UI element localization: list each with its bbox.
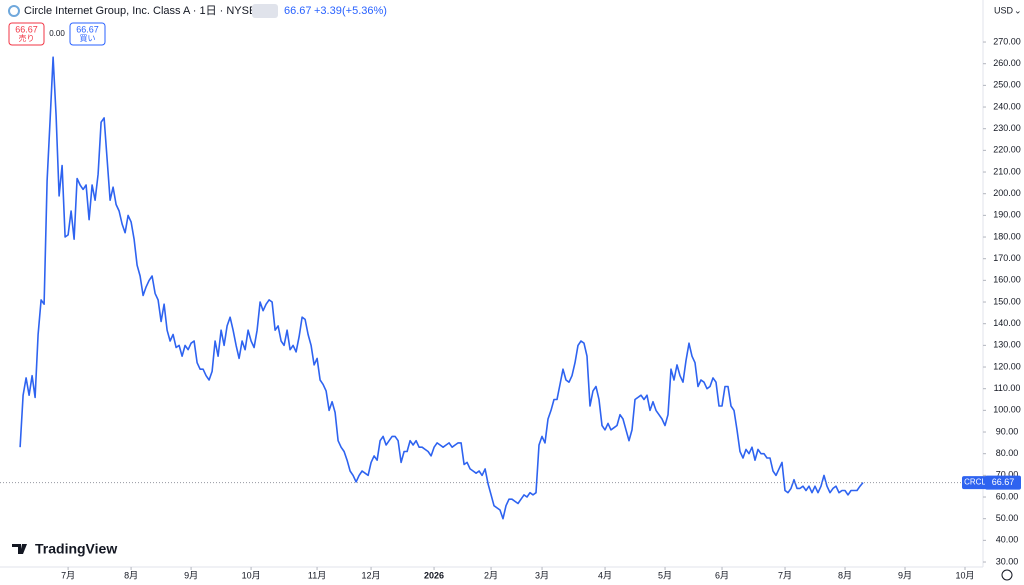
price-change: +3.39 bbox=[314, 5, 342, 17]
currency-arrow: ⌄ bbox=[1014, 5, 1022, 15]
y-tick-label: 40.00 bbox=[996, 535, 1019, 545]
y-tick-label: 120.00 bbox=[993, 361, 1021, 371]
buy-button[interactable] bbox=[69, 22, 106, 46]
sell-price[interactable]: 66.67 bbox=[15, 24, 38, 34]
x-tick-label: 8月 bbox=[124, 570, 138, 580]
x-tick-label: 12月 bbox=[362, 570, 381, 580]
y-tick-label: 110.00 bbox=[994, 383, 1021, 393]
y-tick-label: 240.00 bbox=[993, 101, 1021, 111]
x-tick-label: 9月 bbox=[184, 570, 198, 580]
y-tick-label: 250.00 bbox=[993, 80, 1021, 90]
y-tick-label: 160.00 bbox=[993, 275, 1021, 285]
y-tick-label: 200.00 bbox=[993, 188, 1021, 198]
symbol-title[interactable]: Circle Internet Group, Inc. Class A · 1日… bbox=[24, 5, 256, 17]
y-tick-label: 260.00 bbox=[993, 58, 1021, 68]
brand: TradingView bbox=[35, 541, 117, 557]
y-tick-label: 210.00 bbox=[993, 166, 1021, 176]
price-tag-label: 66.67 bbox=[992, 477, 1015, 487]
sell-label[interactable]: 売り bbox=[19, 33, 35, 43]
symbol-icon bbox=[8, 5, 20, 17]
y-tick-label: 220.00 bbox=[993, 145, 1021, 155]
settings-icon[interactable] bbox=[1001, 569, 1013, 581]
last-price: 66.67 bbox=[284, 5, 312, 17]
buy-price[interactable]: 66.67 bbox=[76, 24, 99, 34]
x-tick-label: 2月 bbox=[484, 570, 498, 580]
x-tick-label: 5月 bbox=[658, 570, 672, 580]
spread: 0.00 bbox=[49, 29, 65, 38]
symbol-tag-label: CRCL bbox=[964, 478, 986, 487]
y-tick-label: 180.00 bbox=[993, 231, 1021, 241]
y-tick-label: 270.00 bbox=[993, 36, 1021, 46]
sell-button[interactable] bbox=[8, 22, 45, 46]
y-tick-label: 50.00 bbox=[996, 513, 1019, 523]
x-tick-label: 8月 bbox=[838, 570, 852, 580]
y-tick-label: 30.00 bbox=[996, 556, 1019, 566]
y-tick-label: 70.00 bbox=[996, 470, 1019, 480]
x-tick-label: 11月 bbox=[308, 570, 326, 580]
x-tick-label: 9月 bbox=[898, 570, 912, 580]
brand-logo bbox=[12, 544, 27, 554]
y-tick-label: 190.00 bbox=[993, 210, 1021, 220]
buy-label[interactable]: 買い bbox=[80, 34, 96, 43]
y-tick-label: 60.00 bbox=[996, 491, 1019, 501]
y-tick-label: 100.00 bbox=[993, 405, 1021, 415]
price-change-pct: (+5.36%) bbox=[342, 5, 387, 17]
x-tick-label: 7月 bbox=[778, 570, 792, 580]
price-line bbox=[19, 56, 864, 520]
status-badge[interactable] bbox=[252, 4, 278, 18]
y-tick-label: 230.00 bbox=[993, 123, 1021, 133]
x-tick-label: 10月 bbox=[242, 570, 261, 580]
y-tick-label: 170.00 bbox=[993, 253, 1021, 263]
price-tag bbox=[985, 475, 1021, 490]
y-tick-label: 150.00 bbox=[993, 296, 1021, 306]
y-tick-label: 80.00 bbox=[996, 448, 1019, 458]
x-tick-label: 3月 bbox=[535, 570, 549, 580]
y-tick-label: 130.00 bbox=[993, 340, 1021, 350]
y-tick-label: 140.00 bbox=[993, 318, 1021, 328]
symbol-tag bbox=[962, 476, 988, 490]
x-tick-label: 2026 bbox=[424, 570, 444, 580]
x-tick-label: 4月 bbox=[598, 570, 612, 580]
currency[interactable]: USD bbox=[994, 5, 1014, 15]
x-tick-label: 10月 bbox=[955, 570, 974, 580]
y-tick-label: 90.00 bbox=[996, 426, 1019, 436]
x-tick-label: 7月 bbox=[61, 570, 75, 580]
x-tick-label: 6月 bbox=[715, 570, 729, 580]
